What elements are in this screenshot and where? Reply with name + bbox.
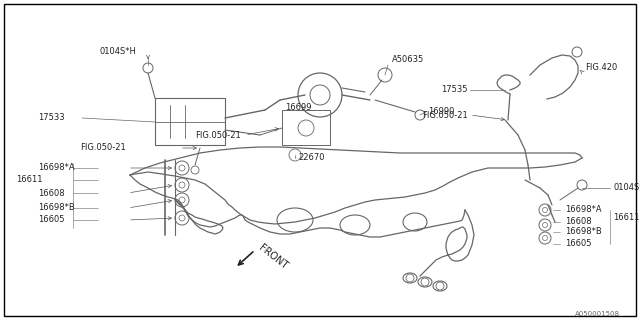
Text: 0104S*H: 0104S*H [613, 183, 640, 193]
Text: 16605: 16605 [38, 215, 65, 225]
Text: 16699: 16699 [285, 102, 312, 111]
Text: 16698*B: 16698*B [565, 228, 602, 236]
Text: FRONT: FRONT [257, 243, 289, 271]
Text: 16608: 16608 [38, 188, 65, 197]
Text: 16605: 16605 [565, 239, 591, 249]
Text: 16698*A: 16698*A [38, 164, 75, 172]
Text: 0104S*H: 0104S*H [100, 47, 137, 57]
Text: 16611: 16611 [16, 175, 42, 185]
Text: 17533: 17533 [38, 114, 65, 123]
Text: FIG.420: FIG.420 [585, 63, 617, 73]
Text: A050001508: A050001508 [575, 311, 620, 317]
Text: 16698*B: 16698*B [38, 204, 75, 212]
Text: FIG.050-21: FIG.050-21 [80, 143, 125, 153]
Text: 16990: 16990 [428, 108, 454, 116]
Text: A50635: A50635 [392, 55, 424, 65]
Bar [282, 110, 330, 145]
Text: FIG.050-21: FIG.050-21 [422, 110, 468, 119]
Text: 16608: 16608 [565, 218, 591, 227]
Text: FIG.050-21: FIG.050-21 [195, 131, 241, 140]
Text: 16611: 16611 [613, 213, 639, 222]
Text: 22670: 22670 [298, 154, 324, 163]
Text: 16698*A: 16698*A [565, 205, 602, 214]
Text: 17535: 17535 [442, 85, 468, 94]
